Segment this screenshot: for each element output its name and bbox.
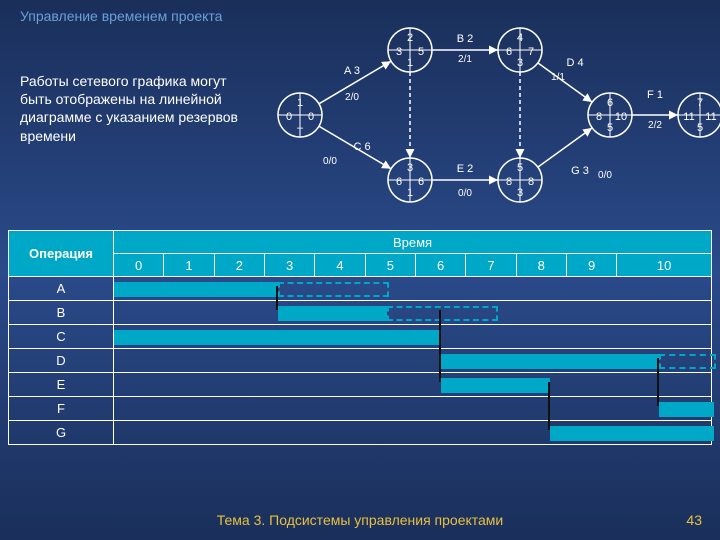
gantt-lane: [114, 373, 712, 397]
svg-text:0: 0: [308, 111, 314, 123]
time-tick: 8: [516, 254, 566, 277]
svg-text:0/0: 0/0: [598, 170, 612, 181]
gantt-body: ABCDEFG: [9, 277, 712, 445]
time-tick: 9: [566, 254, 616, 277]
time-tick: 0: [114, 254, 164, 277]
task-bar: [114, 282, 278, 297]
operation-name: A: [9, 277, 114, 301]
operation-name: F: [9, 397, 114, 421]
dependency-link: [276, 286, 278, 310]
footer-topic: Тема 3. Подсистемы управления проектами: [0, 512, 720, 528]
time-tick: 4: [315, 254, 365, 277]
svg-text:3: 3: [407, 162, 413, 174]
svg-text:8: 8: [528, 176, 534, 188]
gantt-lane: [114, 421, 712, 445]
svg-text:1/1: 1/1: [551, 72, 565, 83]
description-text: Работы сетевого графика могут быть отобр…: [20, 72, 250, 145]
gantt-lane: [114, 325, 712, 349]
gantt-chart: Операция Время 012345678910 ABCDEFG: [8, 230, 712, 445]
svg-text:F 1: F 1: [647, 89, 663, 101]
svg-text:2/2: 2/2: [648, 120, 662, 131]
svg-text:0: 0: [286, 111, 292, 123]
time-tick: 7: [466, 254, 516, 277]
svg-text:6: 6: [418, 176, 424, 188]
operation-name: D: [9, 349, 114, 373]
svg-text:2: 2: [407, 32, 413, 44]
gantt-lane: [114, 349, 712, 373]
svg-text:8: 8: [506, 176, 512, 188]
svg-text:6: 6: [396, 176, 402, 188]
svg-text:5: 5: [418, 46, 424, 58]
svg-text:5: 5: [697, 122, 703, 134]
slack-bar: [659, 354, 716, 369]
svg-text:6: 6: [506, 46, 512, 58]
svg-text:5: 5: [517, 162, 523, 174]
gantt-lane: [114, 397, 712, 421]
svg-text:6: 6: [607, 97, 613, 109]
slack-bar: [278, 282, 389, 297]
time-tick: 6: [415, 254, 465, 277]
svg-text:E 2: E 2: [457, 163, 474, 175]
svg-text:11: 11: [683, 111, 694, 123]
svg-text:C 6: C 6: [353, 141, 370, 153]
gantt-lane: [114, 277, 712, 301]
slide-title: Управление временем проекта: [20, 8, 222, 24]
svg-text:1: 1: [297, 97, 303, 109]
operation-header: Операция: [9, 231, 114, 277]
svg-text:D 4: D 4: [566, 57, 583, 69]
footer-page-number: 43: [686, 512, 702, 528]
svg-text:10: 10: [615, 111, 627, 123]
svg-text:1: 1: [407, 187, 413, 199]
svg-text:0/0: 0/0: [323, 156, 337, 167]
svg-text:0/0: 0/0: [458, 188, 472, 199]
svg-text:3: 3: [517, 57, 523, 69]
svg-text:7: 7: [528, 46, 534, 58]
svg-text:8: 8: [596, 111, 602, 123]
task-bar: [659, 402, 714, 417]
operation-name: G: [9, 421, 114, 445]
network-diagram: A 3 2/0 C 6 0/0 B 2 2/1 E 2 0/0 D 41/1 G 3 0/0 F 1 2…: [260, 20, 720, 220]
svg-text:2/0: 2/0: [345, 92, 359, 103]
gantt-lane: [114, 301, 712, 325]
time-tick: 1: [164, 254, 214, 277]
dependency-link: [657, 358, 659, 406]
task-bar: [114, 330, 441, 345]
svg-text:7: 7: [697, 97, 703, 109]
operation-name: B: [9, 301, 114, 325]
operation-name: E: [9, 373, 114, 397]
time-header: Время: [114, 231, 712, 254]
svg-text:5: 5: [607, 122, 613, 134]
svg-text:3: 3: [517, 187, 523, 199]
task-bar: [278, 306, 387, 321]
dependency-link: [439, 310, 441, 358]
time-tick: 3: [264, 254, 314, 277]
operation-name: C: [9, 325, 114, 349]
svg-text:–: –: [297, 122, 304, 134]
svg-text:11: 11: [705, 111, 716, 123]
time-tick: 5: [365, 254, 415, 277]
task-bar: [550, 426, 714, 441]
slack-bar: [387, 306, 498, 321]
svg-text:A 3: A 3: [344, 65, 360, 77]
svg-text:3: 3: [396, 46, 402, 58]
svg-text:2/1: 2/1: [458, 54, 472, 65]
task-bar: [441, 378, 550, 393]
svg-text:4: 4: [517, 32, 523, 44]
svg-text:B 2: B 2: [457, 33, 474, 45]
time-tick: 10: [617, 254, 712, 277]
time-tick: 2: [214, 254, 264, 277]
dependency-link: [548, 382, 550, 430]
svg-text:G 3: G 3: [571, 165, 589, 177]
task-bar: [441, 354, 659, 369]
svg-text:1: 1: [407, 57, 413, 69]
time-scale-row: 012345678910: [9, 254, 712, 277]
